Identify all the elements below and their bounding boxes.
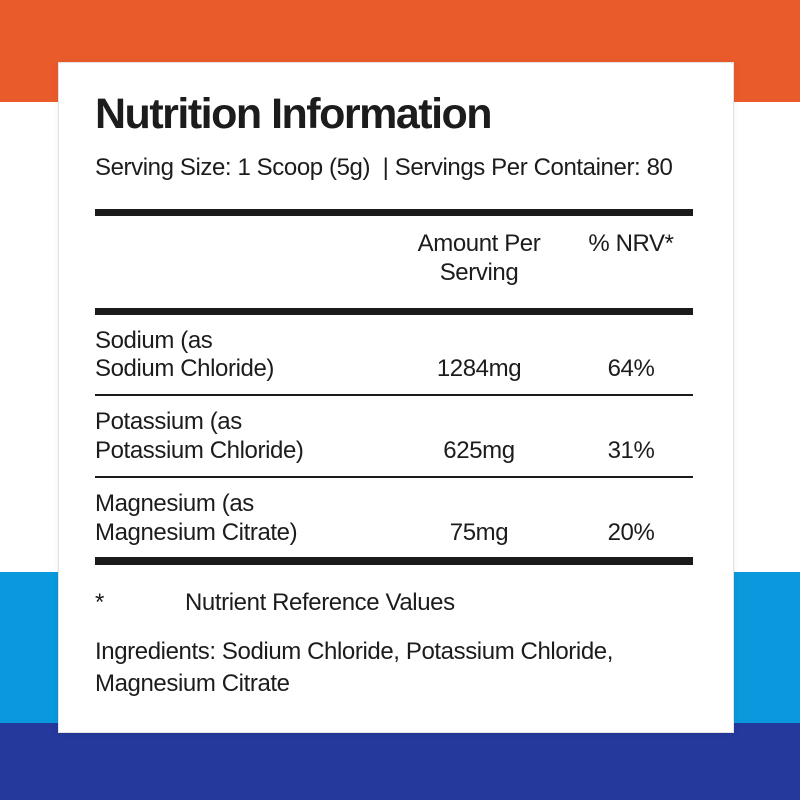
footnote: * Nutrient Reference Values (95, 589, 693, 618)
nrv-header: % NRV* (588, 230, 674, 258)
nutrition-label-card: Nutrition Information Serving Size: 1 Sc… (58, 62, 734, 733)
table-top-rule (95, 209, 693, 217)
table-header-row: Amount Per Serving % NRV* (95, 216, 693, 308)
footnote-text: Nutrient Reference Values (185, 589, 455, 617)
table-row-sodium: Sodium (as Sodium Chloride) 1284mg 64% (95, 315, 693, 395)
page-title: Nutrition Information (95, 90, 493, 138)
footnote-asterisk: * (95, 589, 104, 617)
nutrient-amount: 625mg (443, 437, 515, 465)
ingredients-text: Ingredients: Sodium Chloride, Potassium … (95, 638, 620, 697)
nutrition-table: Amount Per Serving % NRV* Sodium (as Sod… (95, 209, 693, 566)
nutrient-nrv: 31% (607, 437, 655, 465)
table-row-potassium: Potassium (as Potassium Chloride) 625mg … (95, 396, 693, 476)
table-bottom-rule (95, 557, 693, 566)
table-row-magnesium: Magnesium (as Magnesium Citrate) 75mg 20… (95, 478, 693, 558)
table-header-rule (95, 307, 693, 315)
row-separator (95, 394, 693, 397)
nutrient-nrv: 64% (607, 355, 655, 383)
serving-info: Serving Size: 1 Scoop (5g) | Servings Pe… (95, 154, 673, 182)
dark-blue-band (0, 723, 800, 800)
nutrient-nrv: 20% (607, 518, 655, 546)
nutrient-amount: 75mg (449, 518, 509, 546)
nutrient-name: Sodium (as Sodium Chloride) (95, 326, 275, 383)
row-separator (95, 475, 693, 478)
nutrient-name: Potassium (as Potassium Chloride) (95, 408, 304, 465)
nutrient-name: Magnesium (as Magnesium Citrate) (95, 489, 298, 546)
amount-per-serving-header: Amount Per Serving (417, 230, 541, 286)
nutrient-amount: 1284mg (436, 355, 522, 383)
